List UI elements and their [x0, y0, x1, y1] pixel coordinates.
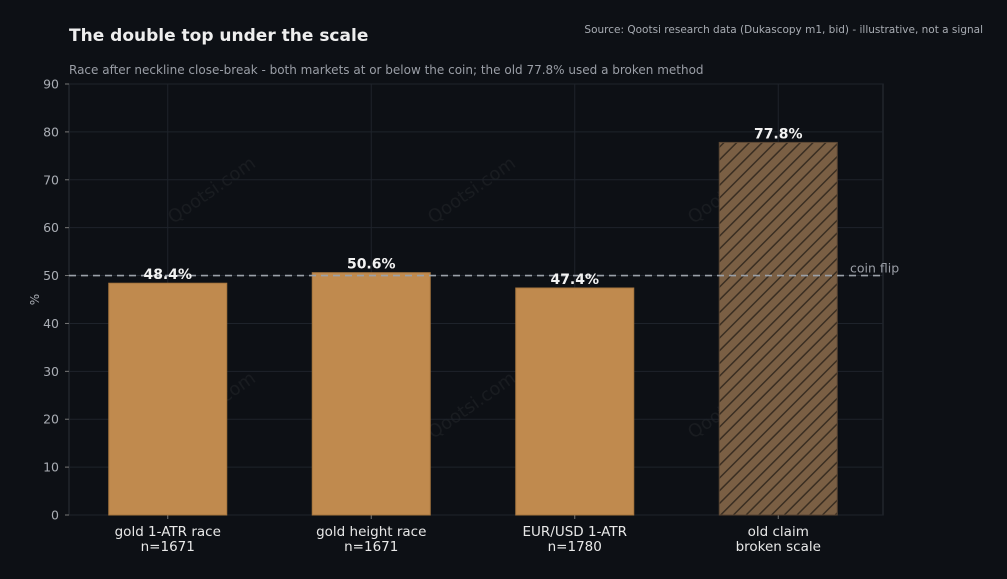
x-tick-label: n=1671: [344, 539, 398, 555]
y-tick-label: 50: [43, 268, 59, 283]
y-tick-label: 60: [43, 220, 59, 235]
y-axis-label: %: [28, 294, 42, 305]
bar-value-label: 50.6%: [347, 257, 396, 273]
x-tick-label: gold 1-ATR race: [115, 524, 221, 540]
x-tick-label: old claim: [748, 524, 809, 540]
y-tick-label: 10: [43, 460, 59, 475]
watermark: Qootsi.com: [164, 153, 259, 229]
bar-value-label: 48.4%: [143, 267, 192, 283]
bar: [108, 282, 228, 516]
bar-value-label: 77.8%: [754, 126, 803, 142]
bar: [311, 272, 431, 516]
y-tick-label: 80: [43, 124, 59, 139]
x-tick-label: gold height race: [316, 524, 426, 540]
watermark: Qootsi.com: [424, 368, 519, 444]
chart-title: The double top under the scale: [69, 26, 369, 46]
y-tick-label: 90: [43, 77, 59, 92]
y-tick-label: 20: [43, 412, 59, 427]
y-tick-label: 70: [43, 172, 59, 187]
y-tick-label: 30: [43, 364, 59, 379]
x-tick-label: n=1780: [548, 539, 602, 555]
x-tick-label: broken scale: [736, 539, 821, 555]
watermark: Qootsi.com: [424, 153, 519, 229]
reference-line-label: coin flip: [850, 261, 899, 276]
y-tick-label: 0: [51, 508, 59, 523]
chart-subtitle: Race after neckline close-break - both m…: [69, 63, 704, 77]
bar: [515, 287, 635, 516]
bar-value-label: 47.4%: [550, 272, 599, 288]
x-tick-label: EUR/USD 1-ATR: [523, 524, 627, 540]
bar: [718, 141, 838, 516]
source-note: Source: Qootsi research data (Dukascopy …: [584, 24, 983, 36]
x-tick-label: n=1671: [141, 539, 195, 555]
y-tick-label: 40: [43, 316, 59, 331]
